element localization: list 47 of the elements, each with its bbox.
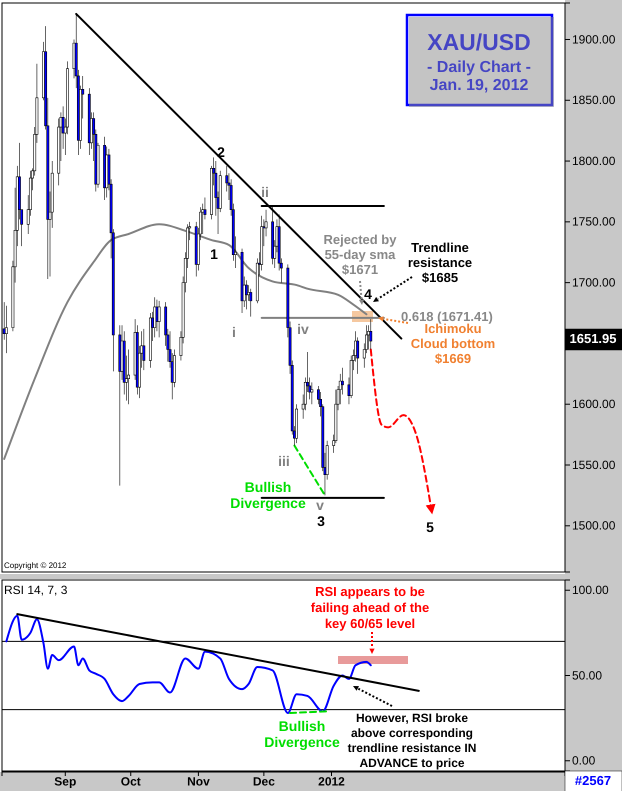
annotation: 3	[317, 513, 326, 529]
annotation: Rejected by 55-day sma $1671	[324, 232, 398, 277]
text: - Daily Chart - Jan. 19, 2012	[426, 59, 532, 94]
annotation: 0.618 (1671.41)	[401, 309, 493, 324]
text: #2567	[574, 773, 612, 788]
candlestick	[148, 312, 152, 368]
x-tick-label: Sep	[54, 774, 76, 789]
annotation: v	[316, 497, 324, 513]
annotation: Bullish Divergence	[230, 479, 306, 511]
annotation: Copyright © 2012	[4, 561, 67, 570]
y-tick-label: 50.00	[572, 668, 602, 682]
x-tick-label: Oct	[120, 774, 141, 789]
annotation: i	[232, 324, 236, 340]
y-tick-label: 1700.00	[572, 275, 616, 290]
x-tick-label: 2012	[318, 774, 346, 789]
y-tick-label: 1500.00	[572, 518, 616, 533]
candlestick	[4, 305, 8, 354]
candlestick	[249, 288, 252, 317]
candlestick	[118, 324, 122, 486]
y-tick-label: 1850.00	[572, 93, 616, 108]
y-tick-label: 1800.00	[572, 154, 616, 168]
candlestick	[240, 248, 244, 314]
annotation: ii	[261, 184, 269, 200]
y-tick-label: 1550.00	[572, 458, 616, 472]
annotation: iv	[297, 321, 310, 337]
text: XAU/USD	[427, 29, 531, 55]
candlestick	[245, 280, 248, 310]
annotation: RSI appears to be failing ahead of the key 60/65 level	[310, 584, 430, 631]
y-tick-label: 1900.00	[572, 32, 616, 46]
x-tick-label: Dec	[252, 774, 276, 789]
y-tick-label: 1750.00	[572, 214, 616, 229]
x-tick-label: Nov	[187, 774, 210, 789]
candlestick	[158, 300, 161, 338]
annotation: iii	[278, 453, 290, 469]
candlestick	[369, 318, 372, 350]
text: 1651.95	[570, 331, 616, 346]
y-tick-label: 1600.00	[572, 397, 616, 412]
annotation: 5	[426, 519, 434, 535]
annotation: 1	[210, 246, 218, 262]
annotation: However, RSI broke above corresponding trendline resistance IN ADVANCE to price	[348, 711, 476, 770]
candlestick	[103, 136, 106, 200]
annotation: Bullish Divergence	[264, 718, 340, 750]
y-tick-label: 0.00	[572, 754, 596, 768]
annotation: 4	[364, 286, 372, 302]
annotation: Trendline resistance $1685	[408, 240, 472, 285]
chart-title: RSI 14, 7, 3	[4, 583, 68, 597]
y-tick-label: 100.00	[572, 583, 610, 598]
